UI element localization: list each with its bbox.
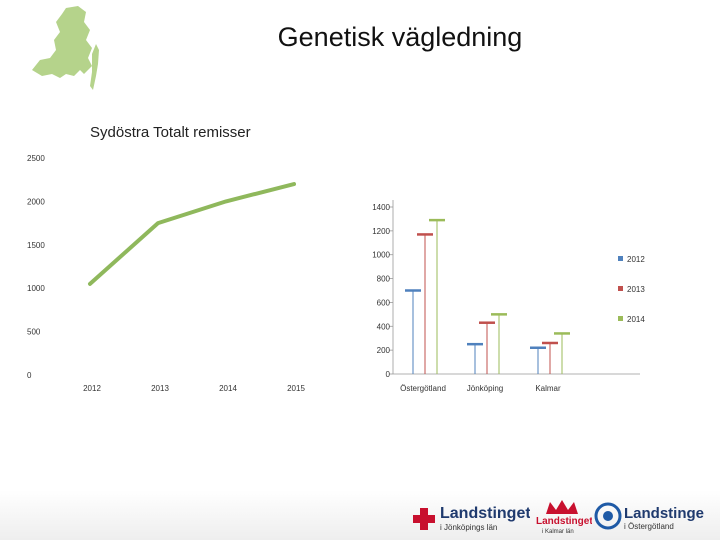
legend-swatch [618, 286, 623, 291]
y-tick-label: 2000 [27, 197, 45, 206]
y-tick-label: 400 [377, 322, 391, 331]
y-tick-label: 1500 [27, 241, 45, 250]
legend-swatch [618, 316, 623, 321]
series-line [88, 182, 296, 286]
line-chart: 0 500 1000 1500 2000 2500 2012 2013 2014 2015 [27, 154, 305, 393]
data-point [292, 182, 296, 186]
x-tick-label: Östergötland [400, 384, 446, 393]
y-tick-label: 1000 [372, 251, 390, 260]
logo-kalmar-name: Landstinget [536, 516, 592, 527]
legend-label: 2013 [627, 285, 645, 294]
y-tick-label: 500 [27, 328, 41, 337]
x-tick-label: 2014 [219, 384, 237, 393]
logo-ostergotland-name: Landstinget [624, 505, 704, 522]
y-tick-label: 1200 [372, 227, 390, 236]
logo-jonkoping-name: Landstinget [440, 505, 530, 522]
legend-label: 2014 [627, 315, 645, 324]
blue-circle-logo [594, 502, 622, 530]
logo-kalmar: Landstinget i Kalmar län [536, 500, 592, 535]
red-cross-logo [413, 508, 435, 530]
y-tick-label: 600 [377, 298, 391, 307]
logo-jonkoping: Landstinget i Jönköpings län [413, 505, 530, 532]
x-tick-label: 2013 [151, 384, 169, 393]
map-island [90, 44, 99, 90]
y-tick-label: 200 [377, 346, 391, 355]
legend-label: 2012 [627, 255, 645, 264]
footer-bar [0, 490, 720, 540]
red-crown-logo [546, 500, 578, 514]
y-tick-label: 800 [377, 275, 391, 284]
y-tick-label: 1400 [372, 203, 390, 212]
y-tick-label: 2500 [27, 154, 45, 163]
x-tick-label: Jönköping [467, 384, 503, 393]
data-point [156, 221, 160, 225]
data-point [88, 282, 92, 286]
y-tick-label: 0 [27, 371, 32, 380]
sweden-map-icon [32, 6, 99, 90]
x-tick-label: 2015 [287, 384, 305, 393]
y-tick-label: 0 [386, 370, 391, 379]
slide-title: Genetisk vägledning [277, 22, 523, 52]
chart-subtitle: Sydöstra Totalt remisser [90, 124, 251, 141]
logo-kalmar-sub: i Kalmar län [542, 529, 574, 535]
x-tick-label: 2012 [83, 384, 101, 393]
y-tick-label: 1000 [27, 284, 45, 293]
data-point [224, 199, 228, 203]
x-tick-label: Kalmar [535, 384, 561, 393]
map-shape [32, 6, 92, 78]
logo-ostergotland: Landstinget i Östergötland [594, 502, 704, 531]
legend-swatch [618, 256, 623, 261]
logo-jonkoping-sub: i Jönköpings län [440, 523, 497, 532]
logo-ostergotland-sub: i Östergötland [624, 522, 674, 531]
bar-chart: 0 200 400 600 800 1000 1200 1400 Östergötland Jön… [372, 200, 645, 393]
